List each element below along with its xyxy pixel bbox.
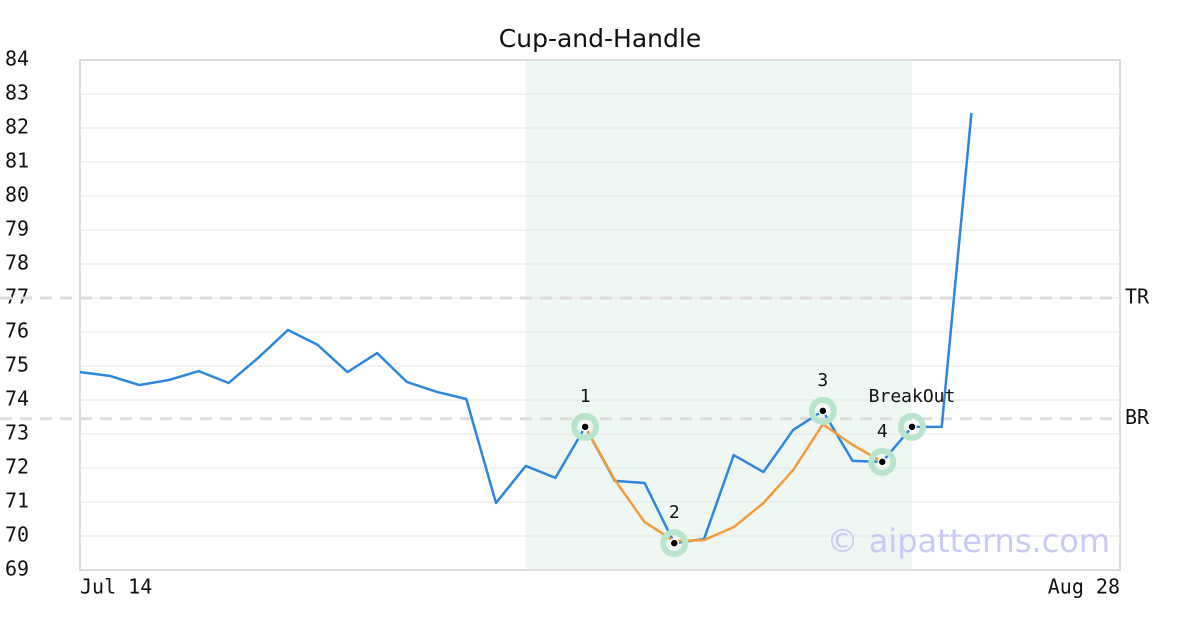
- pattern-point: [818, 406, 828, 416]
- y-tick-label: 81: [5, 149, 29, 173]
- reference-label: BR: [1125, 405, 1150, 429]
- pattern-point: [877, 457, 888, 467]
- y-tick-label: 83: [5, 81, 29, 105]
- y-tick-label: 78: [5, 251, 29, 275]
- y-tick-label: 71: [5, 489, 29, 513]
- pattern-point-ring: [808, 396, 837, 425]
- pattern-point-ring: [898, 412, 926, 441]
- y-tick-label: 76: [5, 319, 29, 343]
- y-tick-label: 79: [5, 217, 29, 241]
- pattern-point-label: 2: [669, 502, 680, 523]
- y-tick-label: 74: [5, 387, 29, 411]
- pattern-point: [669, 538, 680, 548]
- reference-label: TR: [1125, 285, 1150, 309]
- y-tick-label: 80: [5, 183, 29, 207]
- pattern-point-label: BreakOut: [869, 386, 956, 407]
- pattern-point: [580, 422, 590, 432]
- y-tick-label: 70: [5, 523, 29, 547]
- price-line: [584, 422, 883, 543]
- y-tick-label: 75: [5, 353, 29, 377]
- y-tick-label: 69: [5, 557, 29, 581]
- pattern-point-label: 4: [877, 421, 888, 442]
- pattern-point: [907, 422, 917, 432]
- pattern-point-ring: [660, 529, 689, 558]
- pattern-point-ring: [571, 412, 600, 441]
- y-tick-label: 84: [5, 47, 29, 71]
- pattern-point-ring: [868, 447, 897, 476]
- watermark: © aipatterns.com: [827, 522, 1110, 560]
- plot-frame: [79, 59, 1121, 571]
- x-tick-label: Jul 14: [80, 575, 152, 599]
- y-tick-label: 73: [5, 421, 29, 445]
- chart-title: Cup-and-Handle: [499, 24, 701, 53]
- x-tick-label: Aug 28: [1048, 575, 1120, 599]
- pattern-point-label: 1: [580, 386, 591, 407]
- pattern-point-label: 3: [817, 370, 828, 391]
- y-tick-label: 72: [5, 455, 29, 479]
- y-tick-label: 82: [5, 115, 29, 139]
- highlight-span: [525, 60, 912, 570]
